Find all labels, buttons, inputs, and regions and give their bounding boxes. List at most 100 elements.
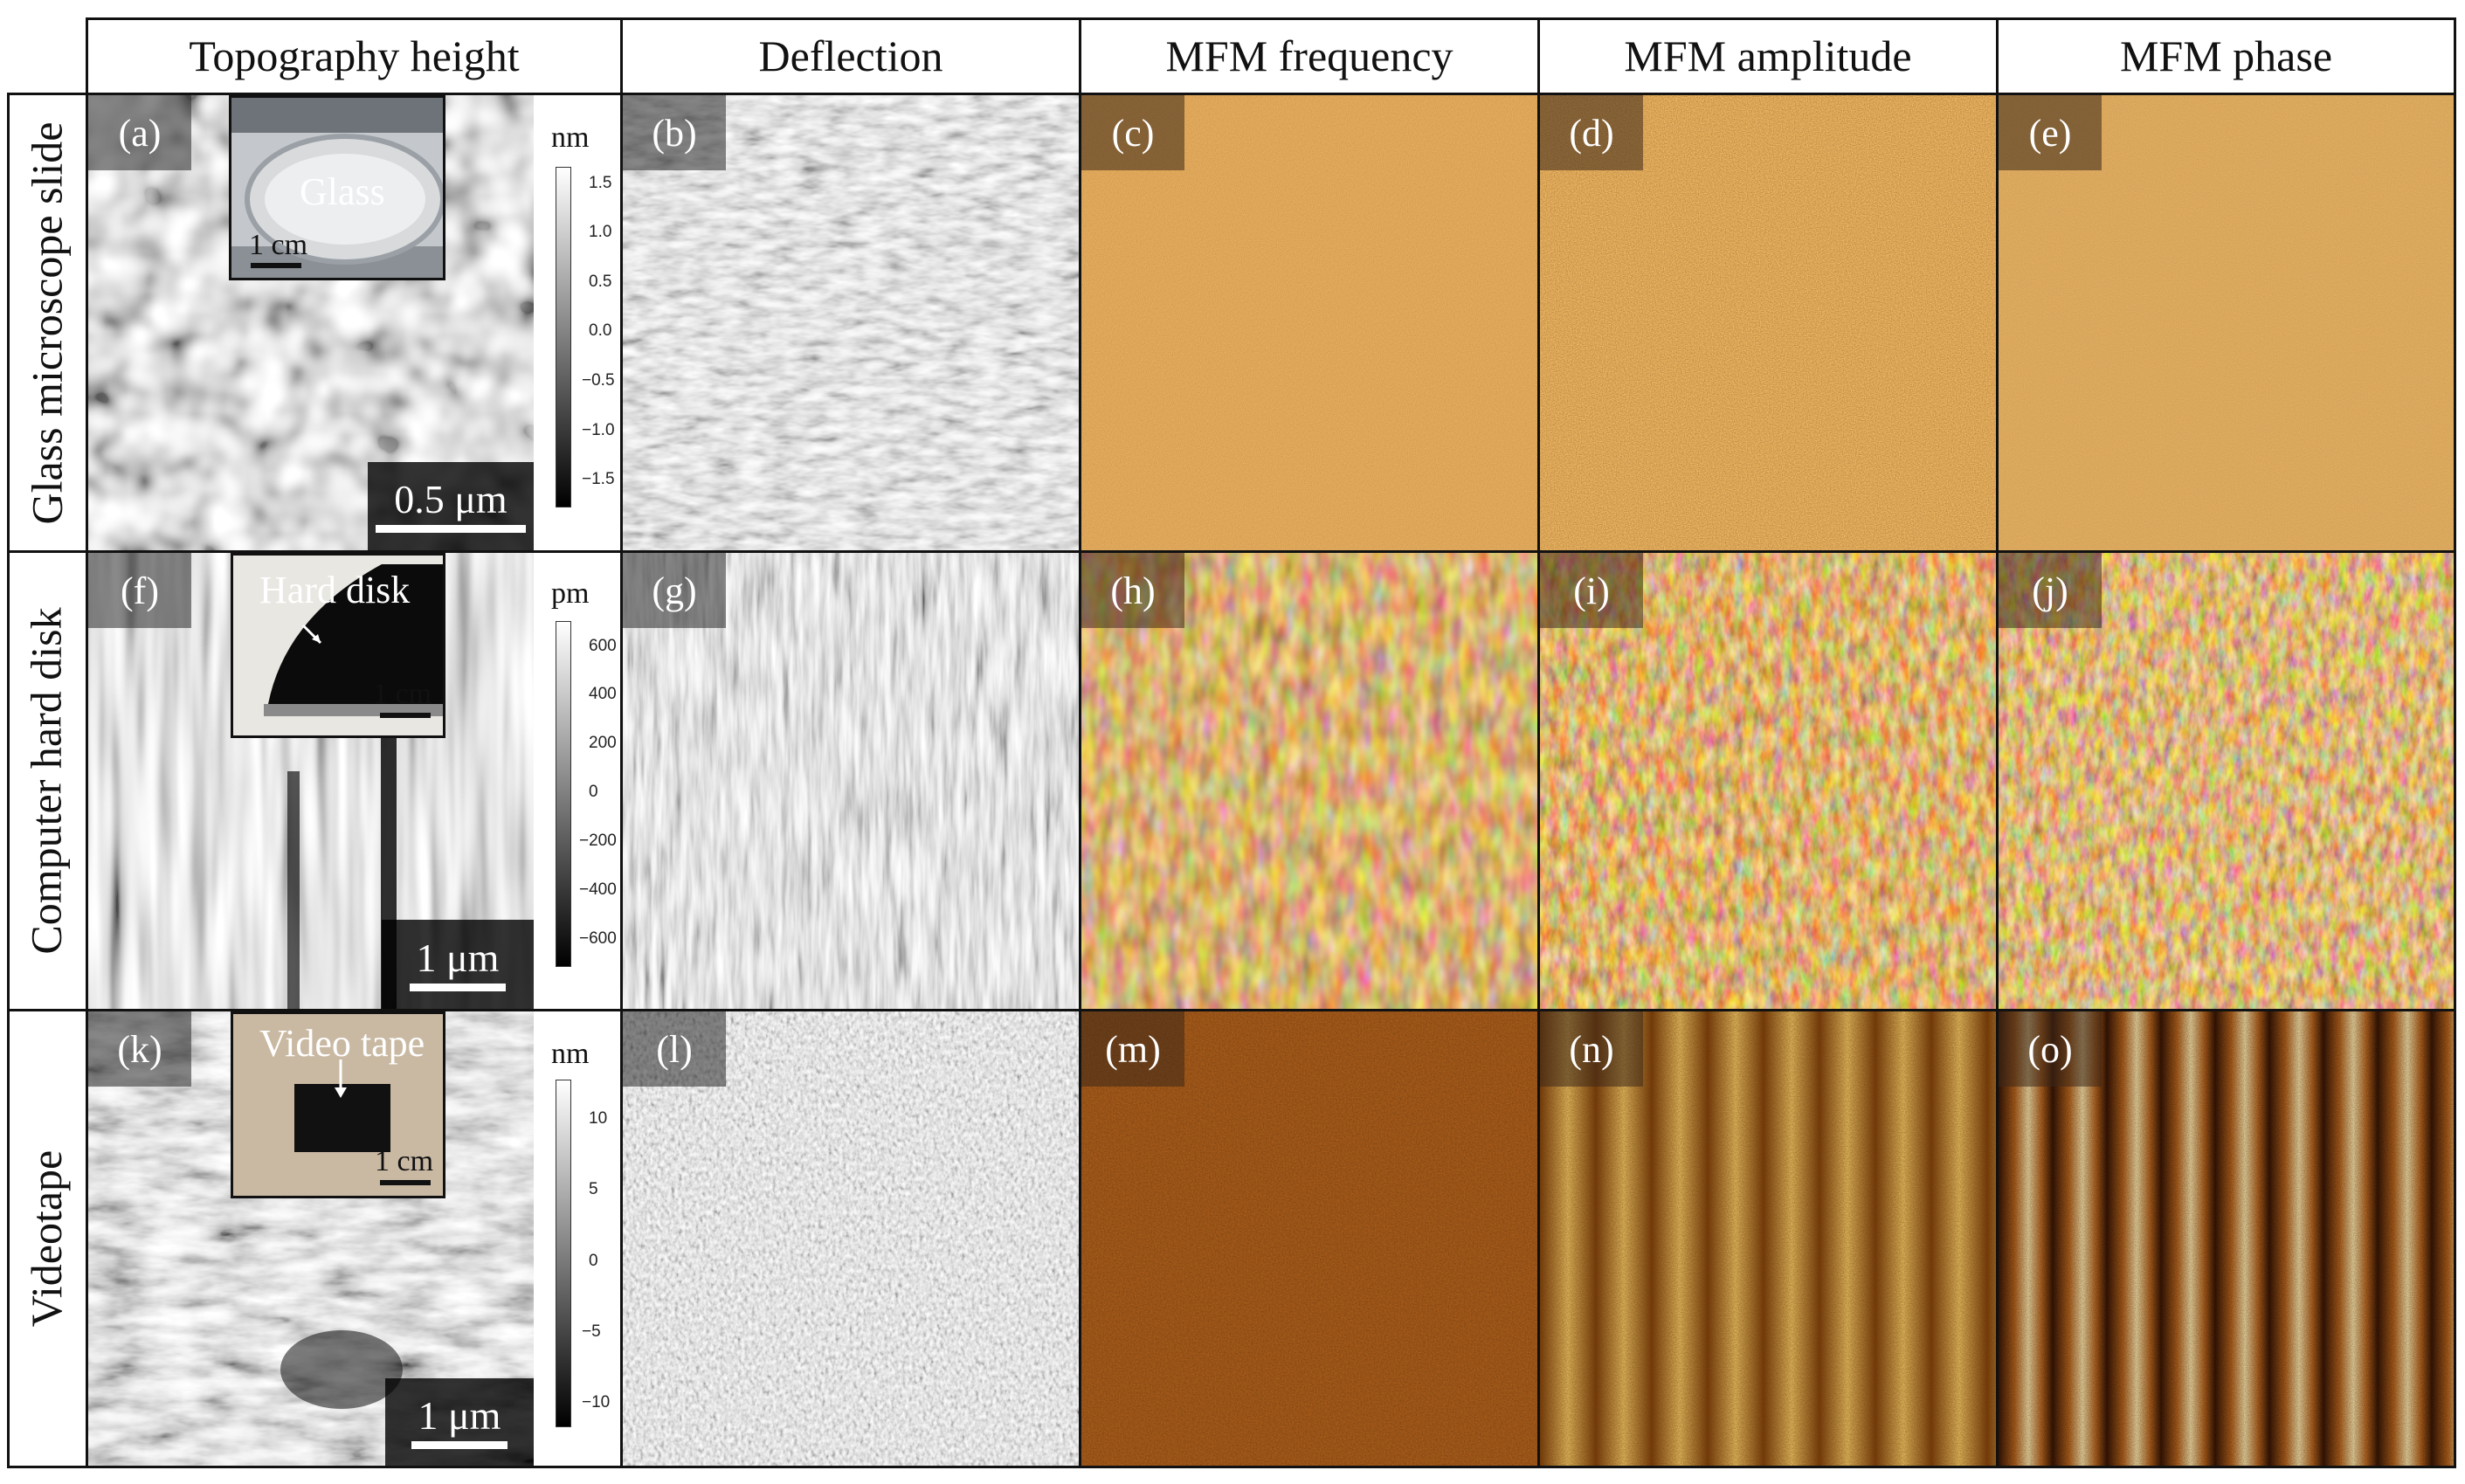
colorbar-topography-glass: nm 1.5 1.0 0.5 0.0 −0.5 −1.0 −1.5 (534, 95, 620, 550)
panel-k-topography: (k) Video tape 1 cm 1 μm (88, 1011, 534, 1466)
inset-scale-bar (251, 263, 301, 268)
row-header-glass: Glass microscope slide (7, 95, 86, 550)
grid-line (2454, 17, 2456, 1468)
scale-bar: 1 μm (382, 920, 534, 1009)
panel-label: (c) (1081, 95, 1184, 170)
colorbar-tick: −1.0 (582, 421, 615, 439)
video-tape-photo: Video tape 1 cm (231, 1011, 445, 1198)
panel-a-topography: (a) Glass 1 cm 0.5 μm (88, 95, 534, 550)
colorbar-tick: 400 (589, 685, 617, 703)
panel-label: (f) (88, 553, 191, 628)
row-header-videotape-text: Videotape (22, 1149, 71, 1328)
panel-label: (m) (1081, 1011, 1184, 1087)
mfm-image (1540, 553, 1996, 1009)
inset-scale-text: 1 cm (249, 229, 308, 261)
inset-scale-text: 1 cm (375, 1145, 434, 1177)
colorbar-tick: 5 (589, 1180, 598, 1198)
panel-n-mfm-amplitude: (n) (1540, 1011, 1996, 1466)
panel-e-mfm-phase: (e) (1999, 95, 2454, 550)
panel-j-mfm-phase: (j) (1999, 553, 2454, 1009)
panel-label: (e) (1999, 95, 2102, 170)
colorbar-tick: −0.5 (582, 371, 615, 390)
inset-label: Video tape (259, 1022, 425, 1065)
mfm-image (1999, 95, 2454, 550)
panel-c-mfm-frequency: (c) (1081, 95, 1537, 550)
column-header-deflection: Deflection (758, 31, 943, 80)
colorbar-ramp (556, 621, 571, 967)
panel-label: (d) (1540, 95, 1643, 170)
colorbar-unit: nm (551, 121, 590, 154)
colorbar-unit: pm (551, 577, 590, 610)
panel-label: (o) (1999, 1011, 2102, 1087)
colorbar-tick: 1.0 (589, 223, 612, 241)
scale-bar-text: 1 μm (418, 1392, 501, 1438)
panel-m-mfm-frequency: (m) (1081, 1011, 1537, 1466)
colorbar-ramp (556, 167, 571, 507)
panel-label: (j) (1999, 553, 2102, 628)
inset-scale-bar (380, 713, 431, 718)
colorbar-tick: 0.0 (589, 321, 612, 340)
row-header-videotape: Videotape (7, 1011, 86, 1466)
mfm-image (1081, 95, 1537, 550)
colorbar-tick: 1.5 (589, 174, 612, 192)
colorbar-tick: 200 (589, 734, 617, 752)
grid-line (7, 1466, 2456, 1468)
afm-image (623, 95, 1079, 550)
grid-line (1537, 17, 1540, 1468)
panel-label: (i) (1540, 553, 1643, 628)
inset-scale-text: 1 cm (373, 678, 432, 710)
panel-b-deflection: (b) (623, 95, 1079, 550)
column-header-mfm-phase: MFM phase (2119, 31, 2333, 80)
afm-image (623, 1011, 1079, 1466)
colorbar-tick: 0 (589, 783, 598, 801)
inset-label: Hard disk (259, 569, 411, 611)
glass-slide-drawing (231, 98, 443, 278)
panel-label: (n) (1540, 1011, 1643, 1087)
colorbar-tick: −400 (579, 880, 617, 899)
mfm-image (1081, 553, 1537, 1009)
scale-bar-line (410, 983, 506, 991)
row-header-glass-text: Glass microscope slide (22, 121, 72, 525)
colorbar-tick: 600 (589, 637, 617, 655)
mfm-image (1540, 95, 1996, 550)
colorbar-ramp (556, 1080, 571, 1427)
mfm-image (1999, 1011, 2454, 1466)
mfm-image (1081, 1011, 1537, 1466)
grid-line (7, 1009, 2456, 1011)
panel-label: (g) (623, 553, 726, 628)
colorbar-tick: 10 (589, 1109, 608, 1128)
grid-line (86, 17, 2456, 20)
panel-label: (k) (88, 1011, 191, 1087)
panel-h-mfm-frequency: (h) (1081, 553, 1537, 1009)
panel-o-mfm-phase: (o) (1999, 1011, 2454, 1466)
panel-i-mfm-amplitude: (i) (1540, 553, 1996, 1009)
grid-line (7, 93, 2456, 95)
scale-bar-text: 0.5 μm (394, 477, 508, 521)
scale-bar-line (376, 525, 526, 533)
inset-scale-bar (380, 1180, 431, 1185)
glass-slide-photo: Glass 1 cm (229, 95, 445, 280)
grid-line (7, 550, 2456, 553)
column-header-mfm-amplitude: MFM amplitude (1624, 31, 1912, 80)
mfm-image (1540, 1011, 1996, 1466)
column-header-topography: Topography height (189, 31, 520, 80)
colorbar-tick: −200 (579, 832, 617, 850)
afm-image (623, 553, 1079, 1009)
colorbar-tick: −600 (579, 929, 617, 948)
grid-line (86, 17, 88, 1468)
colorbar-tick: −5 (582, 1322, 601, 1341)
grid-line (620, 17, 623, 1468)
colorbar-topography-videotape: nm 10 5 0 −5 −10 (534, 1011, 620, 1466)
mfm-image (1999, 553, 2454, 1009)
row-header-hard-disk: Computer hard disk (7, 553, 86, 1009)
hard-disk-photo: Hard disk 1 cm (231, 553, 445, 738)
colorbar-tick: −10 (582, 1393, 611, 1412)
colorbar-tick: 0 (589, 1252, 598, 1270)
colorbar-unit: nm (551, 1038, 590, 1070)
scale-bar: 0.5 μm (368, 462, 534, 550)
scale-bar: 1 μm (385, 1378, 534, 1466)
colorbar-topography-hard-disk: pm 600 400 200 0 −200 −400 −600 (534, 553, 620, 1009)
grid-line (1079, 17, 1081, 1468)
scale-bar-line (411, 1440, 508, 1449)
